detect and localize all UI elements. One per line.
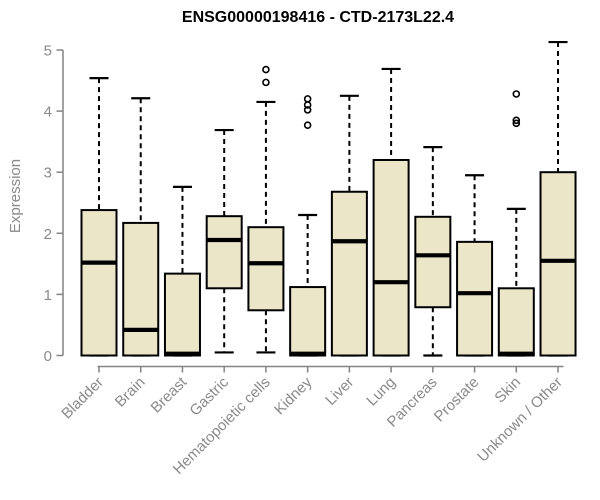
y-tick-label: 3 <box>44 165 52 182</box>
chart-title: ENSG00000198416 - CTD-2173L22.4 <box>182 9 454 26</box>
iqr-box <box>497 287 535 357</box>
y-tick-label: 5 <box>44 43 52 60</box>
x-tick-label: Skin <box>491 374 524 407</box>
outlier-point <box>512 119 521 128</box>
x-tick-label: Prostate <box>431 374 483 426</box>
y-tick-label: 0 <box>44 348 52 365</box>
iqr-box <box>205 215 243 290</box>
outlier-point <box>303 106 312 114</box>
outlier-point <box>262 78 270 87</box>
box-liver <box>330 94 368 357</box>
x-tick-label: Bladder <box>58 374 107 423</box>
iqr-box <box>330 190 368 357</box>
iqr-box <box>456 240 494 357</box>
y-tick-label: 4 <box>44 104 52 121</box>
box-pancreas <box>414 146 452 357</box>
box-brain <box>122 97 160 357</box>
iqr-box <box>289 286 327 357</box>
iqr-box <box>539 171 577 357</box>
iqr-box <box>163 272 201 357</box>
outlier-point <box>262 65 270 74</box>
box-gastric <box>205 128 243 354</box>
outlier-point <box>303 101 312 109</box>
outlier-point <box>303 95 312 103</box>
box-series <box>80 40 577 357</box>
x-tick-label: Breast <box>148 373 191 416</box>
iqr-box <box>372 158 410 357</box>
box-kidney <box>289 95 327 357</box>
iqr-box <box>247 226 285 312</box>
box-skin <box>497 90 535 357</box>
x-tick-label: Liver <box>322 374 357 409</box>
iqr-box <box>80 209 118 357</box>
outlier-point <box>512 116 521 125</box>
box-unknown-other <box>539 40 577 357</box>
y-tick-label: 1 <box>44 287 52 304</box>
y-tick-label: 2 <box>44 226 52 243</box>
box-breast <box>163 185 201 357</box>
box-bladder <box>80 77 118 357</box>
outlier-point <box>303 121 312 129</box>
iqr-box <box>122 221 160 357</box>
y-axis-title: Expression <box>7 159 24 233</box>
box-lung <box>372 67 410 357</box>
iqr-box <box>414 215 452 309</box>
box-prostate <box>456 174 494 357</box>
x-tick-label: Kidney <box>271 373 316 418</box>
box-hematopoietic-cells <box>247 65 285 354</box>
outlier-point <box>512 90 521 98</box>
x-tick-label: Brain <box>112 374 149 411</box>
x-tick-label: Lung <box>363 374 399 410</box>
